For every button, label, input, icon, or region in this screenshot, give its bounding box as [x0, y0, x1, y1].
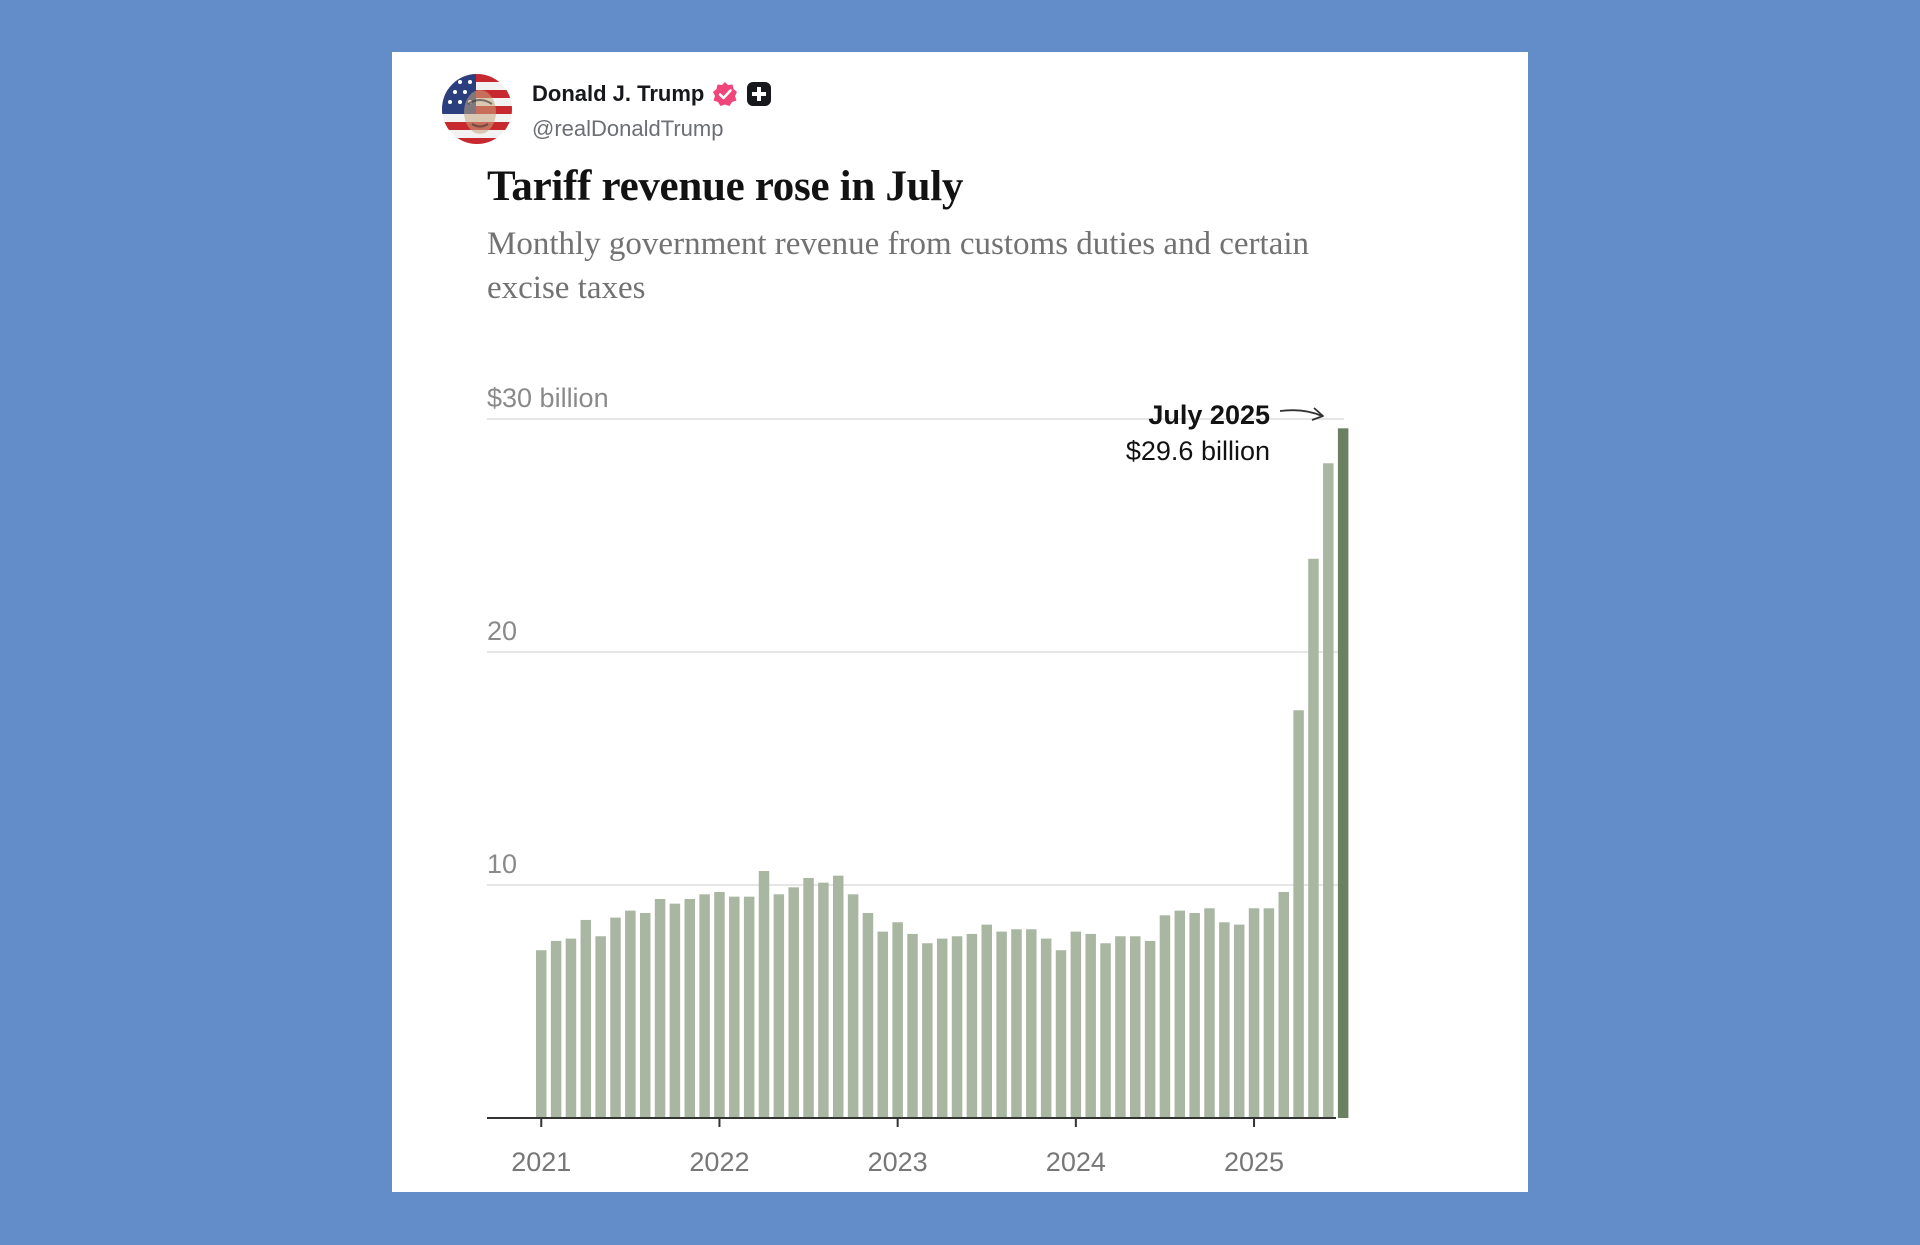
- avatar[interactable]: [442, 74, 512, 144]
- bar: [595, 936, 606, 1118]
- x-tick-label: 2024: [1046, 1147, 1106, 1177]
- bars: [536, 428, 1349, 1118]
- bar: [1055, 950, 1067, 1118]
- bar: [1085, 933, 1096, 1118]
- bar: [684, 898, 695, 1118]
- bar-chart: $30 billion 20 10 2021 2022 2023 2024 2025 July…: [487, 383, 1349, 1177]
- bar: [996, 931, 1007, 1118]
- gridlines: [487, 418, 1344, 886]
- x-tick-label: 2021: [511, 1147, 571, 1177]
- annotation-arrow-head: [1311, 407, 1324, 421]
- bar: [1278, 891, 1289, 1118]
- y-tick-label: 10: [487, 849, 517, 879]
- bar: [729, 896, 740, 1118]
- bar: [907, 933, 918, 1118]
- bar: [1204, 908, 1215, 1118]
- bar: [1130, 936, 1141, 1118]
- author-row: Donald J. Trump: [532, 78, 772, 110]
- bar: [1219, 922, 1230, 1118]
- bar: [1323, 463, 1334, 1118]
- bar: [1070, 931, 1082, 1118]
- bar: [1337, 428, 1349, 1118]
- y-tick-label: $30 billion: [487, 383, 609, 413]
- bar: [1144, 940, 1156, 1118]
- bar: [669, 903, 681, 1118]
- annotation-value: $29.6 billion: [1126, 436, 1270, 466]
- bar: [981, 924, 992, 1118]
- bar: [743, 896, 755, 1118]
- x-tick-label: 2023: [868, 1147, 928, 1177]
- bar: [565, 938, 577, 1118]
- display-name[interactable]: Donald J. Trump: [532, 81, 705, 106]
- bar: [610, 917, 621, 1118]
- bar: [1263, 908, 1275, 1118]
- bar: [654, 898, 666, 1118]
- bar: [1174, 910, 1186, 1118]
- x-axis: [487, 1117, 1336, 1127]
- bar: [966, 933, 978, 1118]
- chart-title: Tariff revenue rose in July: [487, 163, 964, 210]
- bar: [1159, 915, 1171, 1118]
- bar: [536, 950, 547, 1118]
- bar: [699, 894, 710, 1118]
- bar: [1189, 912, 1200, 1118]
- bar: [877, 931, 889, 1118]
- avatar-image: [442, 74, 512, 144]
- bar: [951, 936, 963, 1118]
- bar: [803, 878, 814, 1118]
- bar: [833, 875, 844, 1118]
- plus-icon: [746, 81, 772, 107]
- handle[interactable]: @realDonaldTrump: [532, 116, 724, 141]
- bar: [773, 894, 785, 1118]
- bar: [580, 919, 592, 1118]
- chart-subtitle: Monthly government revenue from customs …: [487, 226, 1310, 306]
- annotation-label: July 2025: [1148, 400, 1270, 430]
- bar: [639, 912, 651, 1118]
- bar: [1011, 929, 1022, 1118]
- verified-badge-icon: [712, 81, 738, 107]
- bar: [758, 871, 770, 1118]
- annotation: July 2025 $29.6 billion: [1126, 400, 1324, 466]
- bar: [862, 912, 874, 1118]
- axis-labels: $30 billion 20 10 2021 2022 2023 2024 2025: [487, 383, 1284, 1177]
- bar: [788, 887, 799, 1118]
- bar: [936, 938, 948, 1118]
- bar: [922, 943, 933, 1118]
- bar: [1026, 929, 1037, 1118]
- bar: [818, 882, 829, 1118]
- bar: [1293, 710, 1304, 1118]
- post-card: Donald J. Trump @realDonaldTrump Tariff …: [392, 52, 1528, 1192]
- bar: [1040, 938, 1052, 1118]
- bar: [1233, 924, 1245, 1118]
- bar: [1115, 936, 1126, 1118]
- bar: [847, 894, 859, 1118]
- bar: [1308, 558, 1319, 1118]
- y-tick-label: 20: [487, 616, 517, 646]
- bar: [1248, 908, 1260, 1118]
- bar: [892, 922, 903, 1118]
- x-tick-label: 2022: [689, 1147, 749, 1177]
- bar: [714, 891, 725, 1118]
- annotation-arrow-line: [1279, 409, 1323, 417]
- bar: [625, 910, 636, 1118]
- bar: [1100, 943, 1111, 1118]
- bar: [550, 940, 562, 1118]
- x-tick-label: 2025: [1224, 1147, 1284, 1177]
